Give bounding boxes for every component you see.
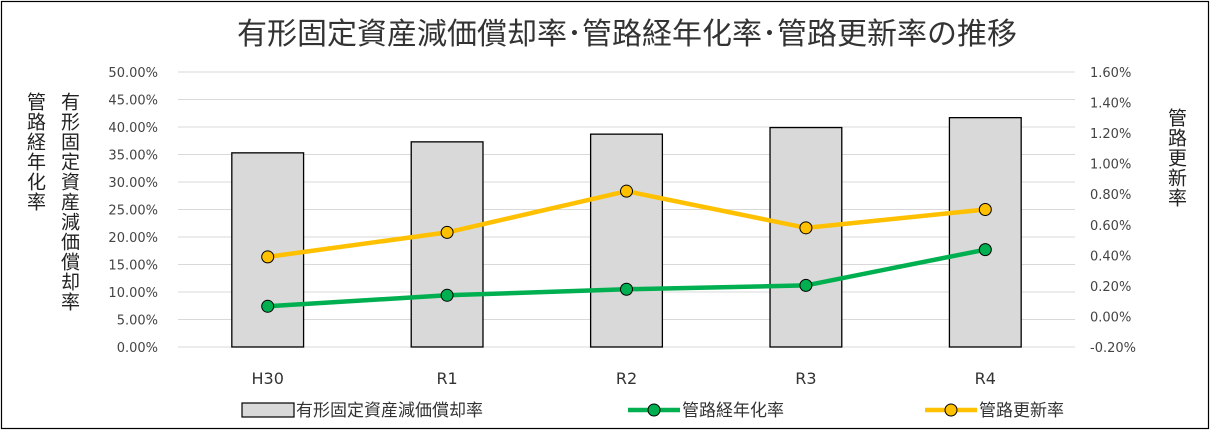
- right-axis-label-renewal: 管路更新率: [1165, 108, 1187, 208]
- left-tick-label: 25.00%: [108, 204, 158, 219]
- left-tick-label: 5.00%: [117, 314, 158, 329]
- left-tick-label: 30.00%: [108, 176, 158, 191]
- data-point-H30: [261, 299, 275, 313]
- data-point-H30: [261, 250, 275, 264]
- right-tick-label: 1.00%: [1090, 158, 1131, 173]
- data-point-R3: [799, 278, 813, 292]
- right-tick-label: 1.40%: [1090, 97, 1131, 112]
- left-tick-label: 45.00%: [108, 94, 158, 109]
- right-tick-label: 1.20%: [1090, 127, 1131, 142]
- legend-label: 有形固定資産減価償却率: [296, 401, 483, 421]
- data-point-R3: [799, 221, 813, 235]
- bar-R3: [769, 126, 843, 348]
- bar-R1: [410, 141, 484, 348]
- left-tick-label: 40.00%: [108, 121, 158, 136]
- right-tick-label: 1.60%: [1090, 66, 1131, 81]
- legend-swatch-marker: [944, 403, 958, 417]
- bar-H30: [231, 152, 305, 348]
- chart-title: 有形固定資産減価償却率･管路経年化率･管路更新率の推移: [237, 17, 1017, 52]
- left-tick-label: 35.00%: [108, 149, 158, 164]
- legend-swatch-marker: [647, 403, 661, 417]
- category-label: R2: [616, 369, 637, 388]
- category-label: R4: [975, 369, 996, 388]
- data-point-R1: [440, 225, 454, 239]
- data-point-R4: [978, 243, 992, 257]
- data-point-R1: [440, 288, 454, 302]
- legend-label: 管路更新率: [979, 401, 1064, 421]
- left-tick-label: 0.00%: [117, 341, 158, 356]
- data-point-R2: [620, 282, 633, 296]
- right-tick-label: 0.40%: [1090, 249, 1131, 264]
- left-tick-label: 50.00%: [108, 66, 158, 81]
- bar-R4: [948, 117, 1022, 348]
- data-point-R4: [978, 203, 992, 216]
- right-tick-label: -0.20%: [1090, 341, 1136, 356]
- bar-R2: [589, 133, 664, 348]
- left-axis-label-depreciation: 有形固定資産減価償却率: [58, 92, 80, 312]
- left-axis-label-pipe-aging: 管路経年化率: [24, 92, 46, 212]
- left-tick-label: 15.00%: [108, 259, 158, 274]
- data-point-R2: [620, 184, 633, 198]
- right-tick-label: 0.60%: [1090, 219, 1131, 234]
- category-label: R1: [436, 369, 457, 388]
- legend-swatch-bar: [241, 402, 295, 418]
- category-label: R3: [795, 369, 816, 388]
- left-tick-label: 20.00%: [108, 231, 158, 246]
- left-tick-label: 10.00%: [108, 286, 158, 301]
- legend-label: 管路経年化率: [682, 401, 784, 421]
- right-tick-label: 0.00%: [1090, 310, 1131, 325]
- category-label: H30: [252, 369, 284, 388]
- right-tick-label: 0.20%: [1090, 280, 1131, 295]
- right-tick-label: 0.80%: [1090, 188, 1131, 203]
